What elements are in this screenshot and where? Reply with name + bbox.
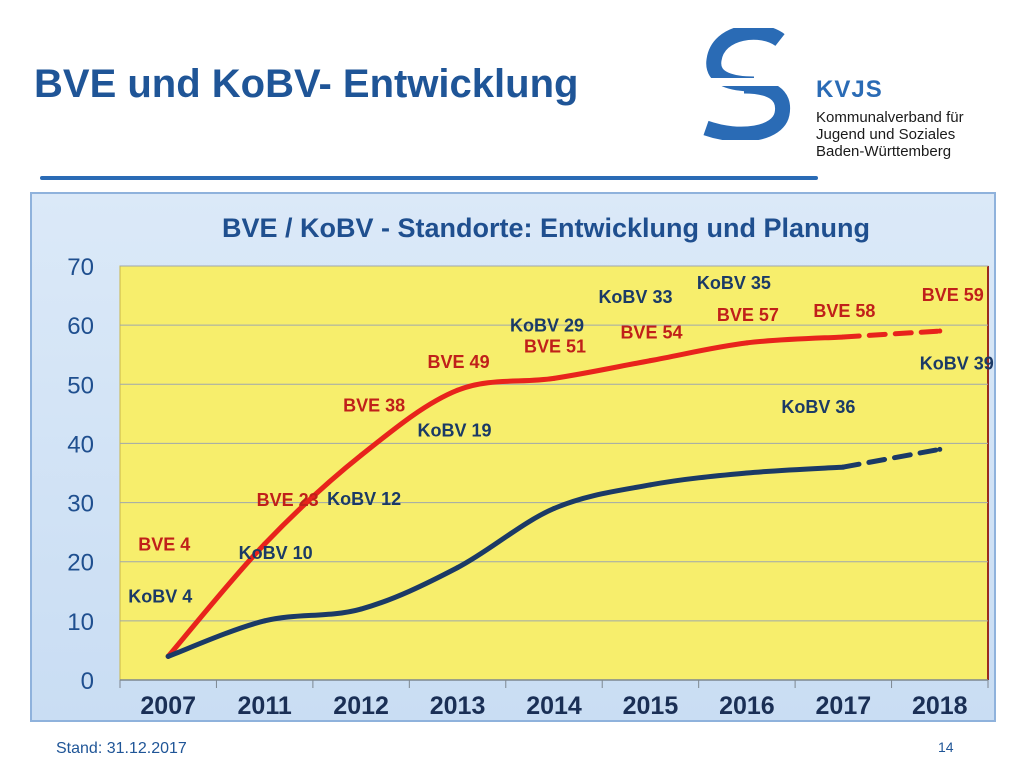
bve-data-label: BVE 51: [524, 336, 586, 356]
kobv-point: [937, 446, 943, 452]
bve-point: [551, 375, 557, 381]
line-chart: BVE / KoBV - Standorte: Entwicklung und …: [67, 213, 994, 720]
chart-panel: BVE / KoBV - Standorte: Entwicklung und …: [30, 192, 996, 722]
y-tick-label: 0: [81, 668, 94, 695]
y-tick-label: 30: [67, 491, 94, 518]
kvjs-logo-icon: [700, 28, 798, 140]
kobv-data-label: KoBV 12: [327, 489, 401, 509]
x-tick-label: 2011: [238, 692, 292, 720]
bve-point: [840, 334, 846, 340]
kobv-data-label: KoBV 4: [128, 586, 192, 606]
x-tick-label: 2013: [430, 692, 486, 720]
bve-point: [262, 541, 268, 547]
bve-data-label: BVE 58: [813, 301, 875, 321]
logo-line-2: Jugend und Soziales: [816, 126, 956, 143]
kobv-point: [165, 653, 171, 659]
kobv-point: [840, 464, 846, 470]
bve-point: [455, 387, 461, 393]
kobv-point: [647, 482, 653, 488]
bve-point: [647, 358, 653, 364]
y-tick-label: 70: [67, 254, 94, 281]
kobv-data-label: KoBV 33: [598, 287, 672, 307]
y-tick-label: 40: [67, 431, 94, 458]
kobv-data-label: KoBV 39: [920, 353, 994, 373]
logo-line-1: Kommunalverband für: [816, 109, 964, 126]
x-tick-label: 2014: [526, 692, 582, 720]
logo-abbreviation: KVJS: [816, 76, 883, 103]
y-tick-label: 20: [67, 550, 94, 577]
kobv-line-planned: [840, 446, 943, 470]
logo-line-3: Baden-Württemberg: [816, 143, 952, 160]
bve-data-label: BVE 4: [138, 534, 190, 554]
y-tick-label: 50: [67, 372, 94, 399]
kobv-line-actual: [165, 464, 846, 659]
bve-point: [937, 328, 943, 334]
kobv-data-label: KoBV 29: [510, 315, 584, 335]
bve-line-planned: [840, 328, 943, 340]
kobv-data-label: KoBV 19: [418, 421, 492, 441]
bve-data-label: BVE 49: [428, 352, 490, 372]
bve-data-label: BVE 57: [717, 305, 779, 325]
chart-title: BVE / KoBV - Standorte: Entwicklung und …: [222, 213, 870, 243]
footer-date: Stand: 31.12.2017: [56, 740, 187, 757]
bve-point: [358, 452, 364, 458]
x-tick-label: 2016: [719, 692, 775, 720]
kobv-data-label: KoBV 35: [697, 273, 771, 293]
kobv-point: [551, 505, 557, 511]
kobv-point: [358, 606, 364, 612]
kobv-point: [744, 470, 750, 476]
slide-title: BVE und KoBV- Entwicklung: [34, 62, 579, 106]
bve-data-label: BVE 54: [620, 323, 682, 343]
page-number: 14: [938, 739, 954, 755]
x-tick-label: 2018: [912, 692, 968, 720]
x-tick-label: 2017: [816, 692, 872, 720]
kobv-point: [262, 618, 268, 624]
bve-data-label: BVE 38: [343, 395, 405, 415]
title-underline: [40, 176, 818, 180]
bve-data-label: BVE 59: [922, 285, 984, 305]
kobv-point: [455, 565, 461, 571]
x-tick-label: 2015: [623, 692, 679, 720]
kobv-data-label: KoBV 36: [781, 397, 855, 417]
y-tick-label: 10: [67, 609, 94, 636]
kobv-data-label: KoBV 10: [239, 543, 313, 563]
y-tick-label: 60: [67, 313, 94, 340]
kvjs-logo: KVJS Kommunalverband für Jugend und Sozi…: [700, 28, 1000, 159]
x-tick-label: 2007: [140, 692, 196, 720]
bve-data-label: BVE 23: [257, 490, 319, 510]
x-tick-label: 2012: [333, 692, 389, 720]
bve-point: [744, 340, 750, 346]
